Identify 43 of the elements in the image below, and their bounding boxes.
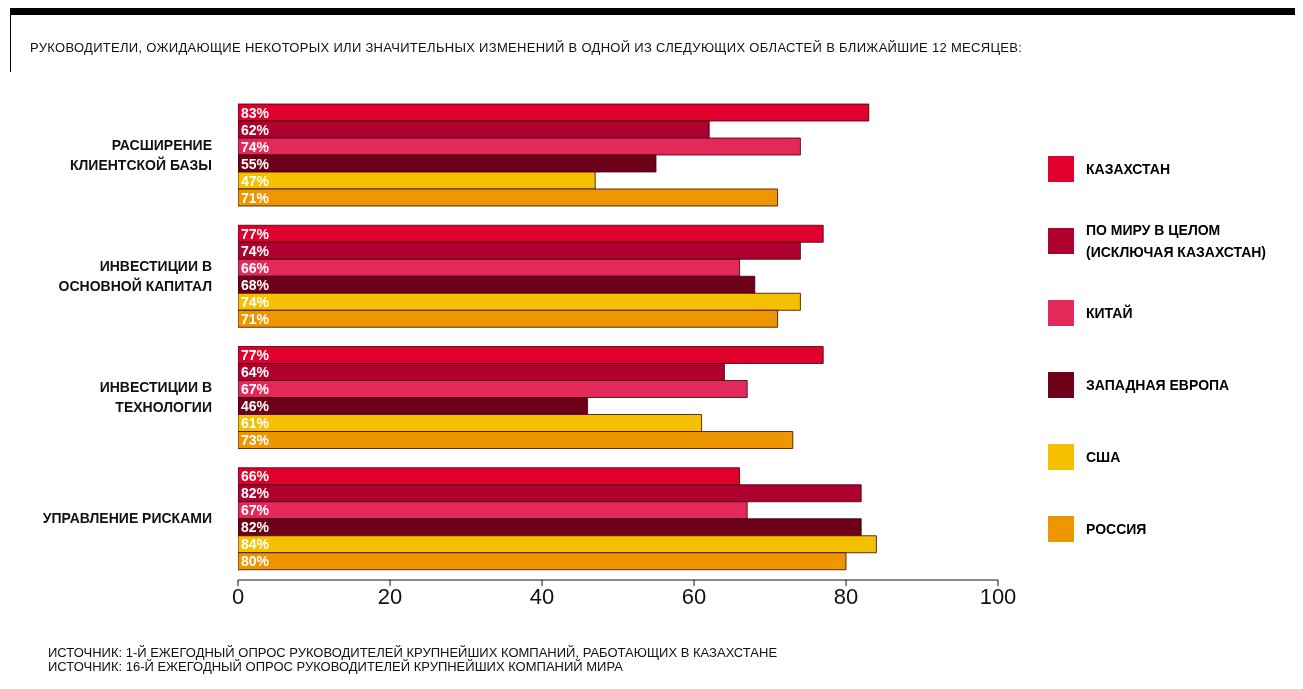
- data-label: 55%: [241, 155, 270, 172]
- data-label: 64%: [241, 364, 270, 380]
- data-label: 46%: [241, 398, 270, 414]
- data-label: 74%: [241, 242, 270, 259]
- data-label: 77%: [241, 225, 270, 242]
- data-label: 80%: [241, 553, 270, 570]
- data-label: 71%: [241, 189, 270, 206]
- text: ИСТОЧНИК: 16-Й ЕЖЕГОДНЫЙ ОПРОС РУКОВОДИТЕЛЕЙ КРУПНЕЙШИХ КОМПАНИЙ МИРА: [48, 659, 623, 674]
- data-label: 74%: [241, 138, 270, 155]
- data-label: 61%: [241, 415, 270, 431]
- x-tick-label: 20: [377, 583, 403, 609]
- legend-label: США: [1086, 448, 1122, 467]
- data-label: 77%: [241, 347, 270, 363]
- data-label: 67%: [241, 502, 270, 519]
- legend-label: ЗАПАДНАЯ ЕВРОПА: [1086, 376, 1231, 395]
- x-tick-label: 0: [231, 583, 245, 609]
- x-tick-label: 60: [681, 583, 707, 609]
- data-label: 82%: [241, 519, 270, 536]
- y-tick-label: УПРАВЛЕНИЕ РИСКАМИ: [42, 510, 212, 527]
- data-label: 66%: [241, 259, 270, 276]
- legend-label: КИТАЙ: [1086, 303, 1134, 323]
- data-label: 68%: [241, 276, 270, 293]
- data-label: 47%: [241, 172, 270, 189]
- y-tick-label: ИНВЕСТИЦИИ В ТЕХНОЛОГИИ: [99, 378, 212, 415]
- x-tick-label: 80: [833, 583, 859, 609]
- data-label: 83%: [241, 104, 270, 121]
- text: ИСТОЧНИК: 1-Й ЕЖЕГОДНЫЙ ОПРОС РУКОВОДИТЕЛЕЙ КРУПНЕЙШИХ КОМПАНИЙ, РАБОТАЮЩИХ В КАЗАХСТАНЕ: [48, 645, 778, 660]
- data-label: 84%: [241, 536, 270, 553]
- data-label: 67%: [241, 381, 270, 397]
- data-label: 74%: [241, 293, 270, 310]
- y-tick-label: ИНВЕСТИЦИИ В ОСНОВНОЙ КАПИТАЛ: [58, 257, 212, 294]
- data-label: 62%: [241, 121, 270, 138]
- data-label: 82%: [241, 485, 270, 502]
- chart-title: РУКОВОДИТЕЛИ, ОЖИДАЮЩИЕ НЕКОТОРЫХ ИЛИ ЗНАЧИТЕЛЬНЫХ ИЗМЕНЕНИЙ В ОДНОЙ ИЗ СЛЕДУЮЩИХ ОБЛАСТЕЙ В БЛИЖАЙШИЕ 12 МЕСЯЦЕВ:: [30, 40, 1023, 55]
- legend-label: РОССИЯ: [1086, 520, 1148, 539]
- legend-label: КАЗАХСТАН: [1086, 160, 1171, 179]
- legend-label: ПО МИРУ В ЦЕЛОМ (ИСКЛЮЧАЯ КАЗАХСТАН): [1086, 221, 1267, 262]
- data-label: 71%: [241, 310, 270, 327]
- x-tick-label: 100: [979, 583, 1017, 609]
- data-label: 73%: [241, 432, 270, 448]
- x-tick-label: 40: [529, 583, 555, 609]
- data-label: 66%: [241, 468, 270, 485]
- y-tick-label: РАСШИРЕНИЕ КЛИЕНТСКОЙ БАЗЫ: [69, 136, 212, 173]
